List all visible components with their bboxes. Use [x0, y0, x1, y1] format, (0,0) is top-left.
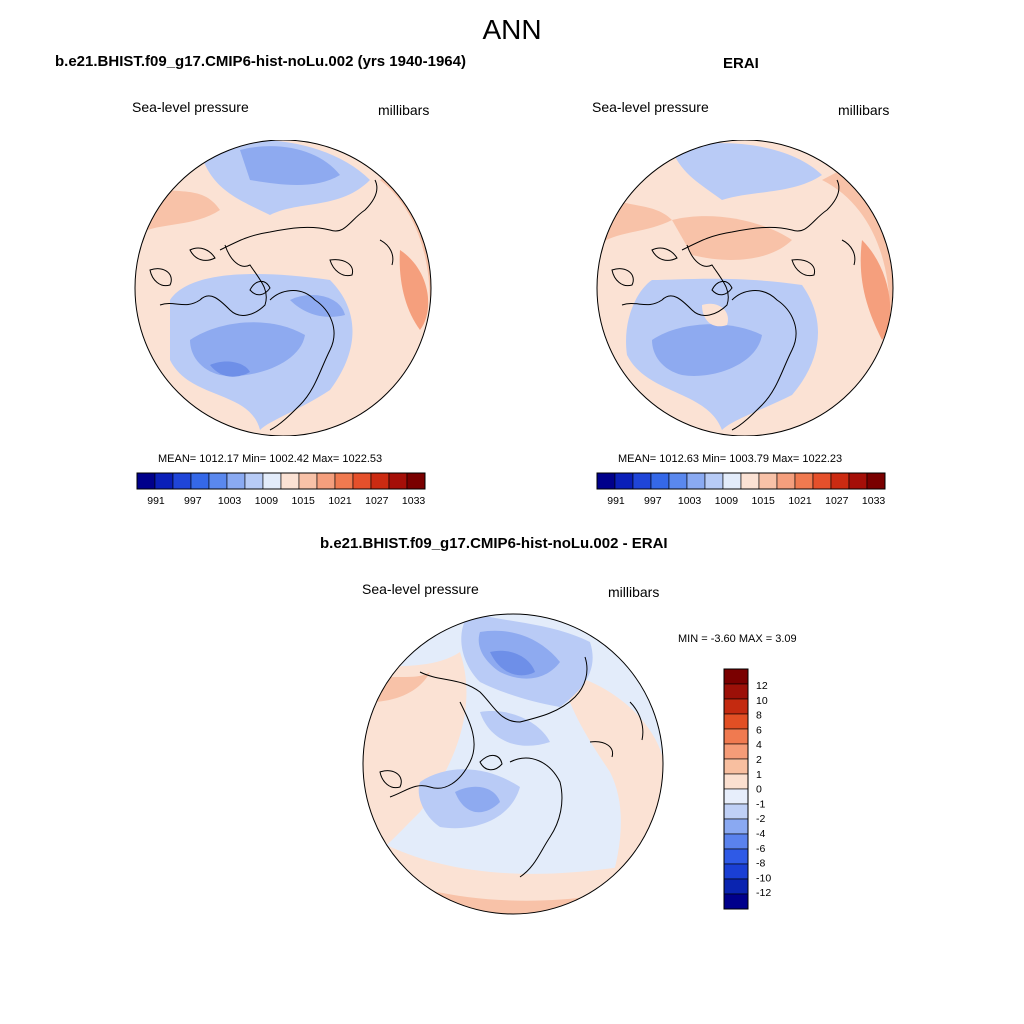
colorbar-swatch [723, 863, 749, 880]
diff-variable-label: Sea-level pressure [362, 581, 479, 597]
colorbar-tick-label: -2 [756, 813, 765, 825]
colorbar-tick-label: 1 [756, 769, 762, 781]
colorbar-swatch [723, 773, 749, 790]
colorbar-tick-label: 1027 [825, 495, 849, 507]
colorbar-tick-label: 991 [147, 495, 165, 507]
colorbar-swatch [334, 472, 354, 490]
colorbar-swatch [723, 743, 749, 760]
colorbar-tick-label: 8 [756, 710, 762, 722]
colorbar-swatch [723, 788, 749, 805]
colorbar-swatch [723, 758, 749, 775]
colorbar-tick-label: 1033 [402, 495, 426, 507]
colorbar-tick-label: -6 [756, 843, 765, 855]
colorbar-swatch [723, 698, 749, 715]
model-stats: MEAN= 1012.17 Min= 1002.42 Max= 1022.53 [158, 453, 383, 465]
colorbar-swatch [352, 472, 372, 490]
colorbar-swatch [298, 472, 318, 490]
obs-stats: MEAN= 1012.63 Min= 1003.79 Max= 1022.23 [618, 453, 843, 465]
colorbar-tick-label: 6 [756, 724, 762, 736]
colorbar-swatch [596, 472, 616, 490]
model-colorbar: 991 997 1003 1009 1015 1021 1027 1033 [136, 472, 426, 507]
colorbar-tick-label: 1021 [788, 495, 812, 507]
obs-polar-map [596, 140, 894, 436]
colorbar-swatch [172, 472, 192, 490]
colorbar-swatch [632, 472, 652, 490]
colorbar-tick-label: 1015 [292, 495, 316, 507]
model-units-label: millibars [378, 102, 430, 118]
obs-colorbar: 991 997 1003 1009 1015 1021 1027 1033 [596, 472, 886, 507]
colorbar-swatch [776, 472, 796, 490]
colorbar-swatch [668, 472, 688, 490]
colorbar-swatch [723, 803, 749, 820]
colorbar-swatch [190, 472, 210, 490]
colorbar-tick-label: 2 [756, 754, 762, 766]
diff-panel-title: b.e21.BHIST.f09_g17.CMIP6-hist-noLu.002 … [320, 535, 668, 552]
colorbar-swatch [388, 472, 408, 490]
colorbar-swatch [316, 472, 336, 490]
colorbar-swatch [406, 472, 426, 490]
model-polar-map [134, 140, 432, 436]
colorbar-tick-label: 1003 [678, 495, 702, 507]
colorbar-tick-label: 1033 [862, 495, 886, 507]
colorbar-swatch [866, 472, 886, 490]
colorbar-swatch [848, 472, 868, 490]
colorbar-tick-label: 0 [756, 784, 762, 796]
diff-polar-map [362, 613, 664, 915]
colorbar-swatch [812, 472, 832, 490]
page-title: ANN [482, 14, 542, 45]
colorbar-swatch [686, 472, 706, 490]
colorbar-swatch [650, 472, 670, 490]
colorbar-swatch [370, 472, 390, 490]
colorbar-swatch [262, 472, 282, 490]
colorbar-swatch [723, 668, 749, 685]
colorbar-tick-label: -4 [756, 828, 765, 840]
colorbar-swatch [614, 472, 634, 490]
diff-units-label: millibars [608, 584, 660, 600]
colorbar-swatch [723, 878, 749, 895]
obs-variable-label: Sea-level pressure [592, 99, 709, 115]
colorbar-swatch [723, 818, 749, 835]
colorbar-swatch [758, 472, 778, 490]
colorbar-tick-label: 1009 [255, 495, 279, 507]
colorbar-swatch [722, 472, 742, 490]
model-panel-title: b.e21.BHIST.f09_g17.CMIP6-hist-noLu.002 … [55, 53, 466, 70]
colorbar-tick-label: -1 [756, 798, 765, 810]
obs-units-label: millibars [838, 102, 890, 118]
colorbar-swatch [154, 472, 174, 490]
colorbar-swatch [794, 472, 814, 490]
colorbar-swatch [830, 472, 850, 490]
colorbar-swatch [723, 713, 749, 730]
colorbar-swatch [226, 472, 246, 490]
colorbar-tick-label: 4 [756, 739, 762, 751]
colorbar-tick-label: 991 [607, 495, 625, 507]
colorbar-tick-label: -8 [756, 858, 765, 870]
colorbar-swatch [723, 848, 749, 865]
colorbar-tick-label: -10 [756, 872, 771, 884]
colorbar-swatch [244, 472, 264, 490]
colorbar-swatch [208, 472, 228, 490]
colorbar-tick-label: 1009 [715, 495, 739, 507]
colorbar-tick-label: 12 [756, 680, 768, 692]
colorbar-swatch [723, 728, 749, 745]
colorbar-swatch [723, 893, 749, 910]
colorbar-swatch [704, 472, 724, 490]
colorbar-swatch [280, 472, 300, 490]
diff-stats: MIN = -3.60 MAX = 3.09 [678, 633, 797, 645]
colorbar-tick-label: 1003 [218, 495, 242, 507]
colorbar-tick-label: 997 [644, 495, 662, 507]
colorbar-swatch [740, 472, 760, 490]
colorbar-tick-label: 1021 [328, 495, 352, 507]
colorbar-swatch [136, 472, 156, 490]
colorbar-swatch [723, 683, 749, 700]
obs-panel-title: ERAI [723, 55, 759, 72]
colorbar-tick-label: 1027 [365, 495, 389, 507]
colorbar-tick-label: 997 [184, 495, 202, 507]
colorbar-tick-label: -12 [756, 887, 771, 899]
colorbar-swatch [723, 833, 749, 850]
colorbar-tick-label: 1015 [752, 495, 776, 507]
colorbar-tick-label: 10 [756, 695, 768, 707]
model-variable-label: Sea-level pressure [132, 99, 249, 115]
